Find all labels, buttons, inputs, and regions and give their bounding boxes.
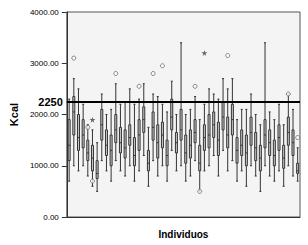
svg-text:Individuos: Individuos xyxy=(158,229,208,240)
svg-text:2000.00: 2000.00 xyxy=(30,110,59,119)
svg-text:1000.00: 1000.00 xyxy=(30,161,59,170)
svg-text:0.00: 0.00 xyxy=(43,213,59,222)
svg-text:2250: 2250 xyxy=(38,96,62,108)
svg-text:4000.00: 4000.00 xyxy=(30,8,59,17)
svg-text:3000.00: 3000.00 xyxy=(30,59,59,68)
svg-text:Kcal: Kcal xyxy=(8,103,20,126)
